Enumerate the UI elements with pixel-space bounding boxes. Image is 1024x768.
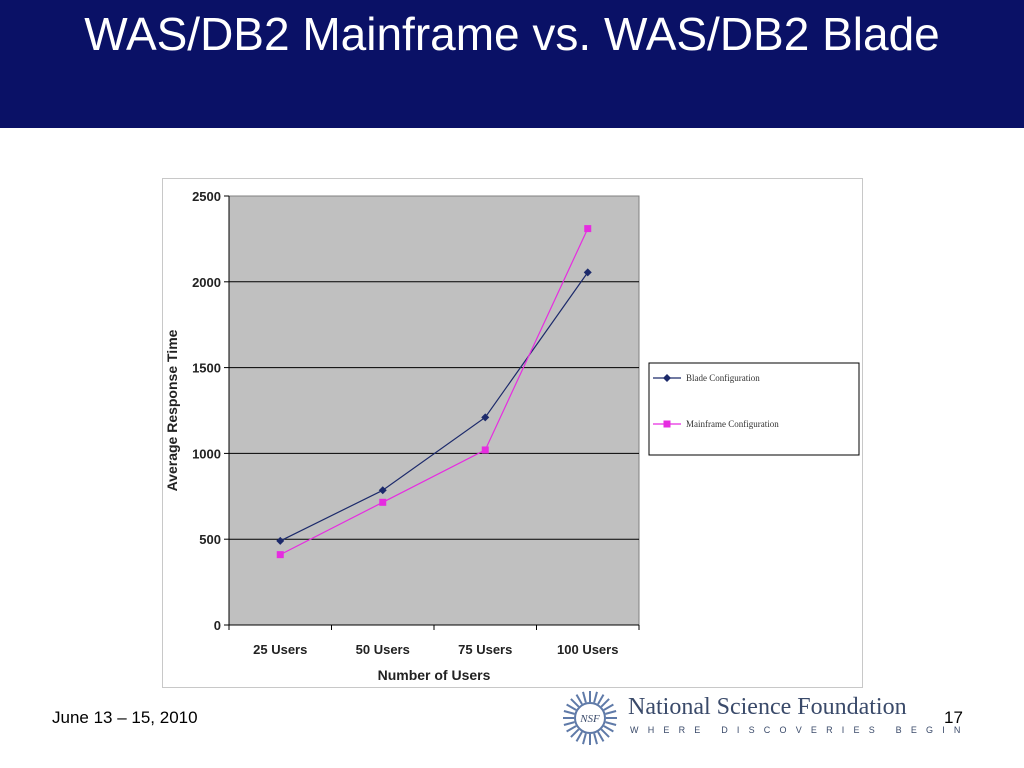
series-line-0 [279, 272, 589, 542]
title-bar: WAS/DB2 Mainframe vs. WAS/DB2 Blade [0, 0, 1024, 128]
series-0-point [276, 536, 285, 545]
line-chart: 0 500 1000 1500 2000 2500 25 Users 50 Users 75 U… [164, 189, 860, 683]
x-tick-label: 100 Users [557, 642, 618, 657]
nsf-name: National Science Foundation [628, 694, 907, 720]
legend-label-0: Blade Configuration [686, 373, 760, 383]
y-tick-label: 1000 [192, 446, 221, 461]
legend-label-1: Mainframe Configuration [686, 419, 779, 429]
series-0-point [378, 486, 387, 495]
nsf-seal-icon: NSF [563, 691, 617, 745]
legend-marker-1 [663, 420, 671, 428]
series-1-point [584, 225, 592, 233]
series-0-point [481, 413, 490, 422]
x-tick-label: 75 Users [458, 642, 512, 657]
y-tick-label: 1500 [192, 361, 221, 376]
footer-date: June 13 – 15, 2010 [52, 708, 198, 727]
slide-title: WAS/DB2 Mainframe vs. WAS/DB2 Blade [84, 8, 940, 60]
legend-marker-0 [663, 374, 671, 382]
y-axis-label: Average Response Time [164, 329, 180, 491]
series-0-point [583, 268, 592, 277]
series-1-point [379, 498, 387, 506]
chart-frame: 0 500 1000 1500 2000 2500 25 Users 50 Users 75 U… [162, 178, 863, 688]
plot-area [228, 195, 640, 626]
x-tick-label: 25 Users [253, 642, 307, 657]
nsf-tagline: WHERE DISCOVERIES BEGIN [630, 725, 970, 735]
series-1-point [481, 446, 489, 454]
x-tick-label: 50 Users [356, 642, 410, 657]
x-axis-label: Number of Users [378, 667, 491, 683]
nsf-logo: NSF National Science Foundation WHERE DI… [560, 688, 960, 748]
series-line-1 [279, 228, 589, 556]
nsf-seal-text: NSF [579, 713, 600, 725]
page-number: 17 [944, 708, 963, 727]
y-tick-label: 0 [214, 618, 221, 633]
y-tick-label: 2000 [192, 275, 221, 290]
series-1-point [276, 551, 284, 559]
y-tick-label: 500 [199, 532, 221, 547]
legend-box [648, 362, 860, 456]
y-tick-label: 2500 [192, 189, 221, 204]
